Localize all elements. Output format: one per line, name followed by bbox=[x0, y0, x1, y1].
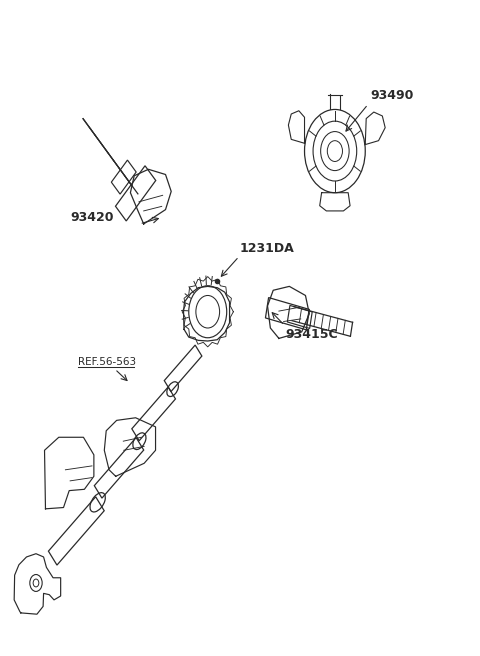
Text: REF.56-563: REF.56-563 bbox=[78, 357, 136, 367]
Text: 1231DA: 1231DA bbox=[240, 242, 295, 255]
Text: 93490: 93490 bbox=[371, 89, 414, 102]
Text: 93420: 93420 bbox=[71, 211, 114, 224]
Text: 93415C: 93415C bbox=[285, 328, 338, 341]
